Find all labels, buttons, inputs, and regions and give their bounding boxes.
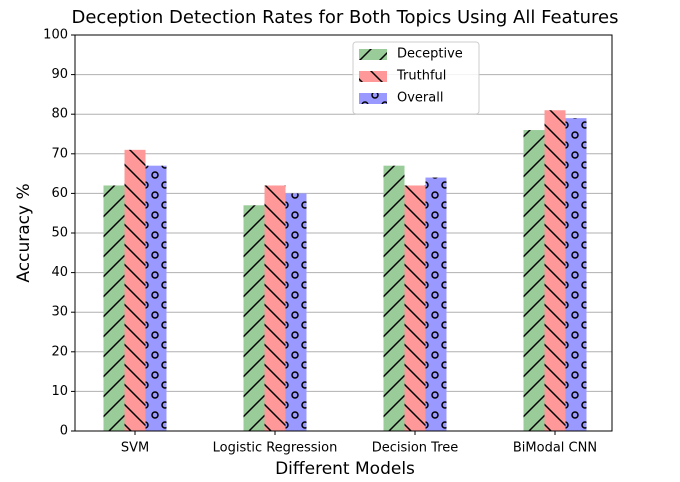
bar <box>243 205 265 431</box>
y-tick-label: 80 <box>51 107 68 122</box>
bar <box>544 110 566 432</box>
legend-label: Truthful <box>396 69 446 84</box>
x-tick-label: Logistic Regression <box>213 441 338 456</box>
y-tick-label: 0 <box>60 424 68 439</box>
y-tick-label: 70 <box>51 146 68 161</box>
y-tick-label: 100 <box>43 28 68 43</box>
legend-label: Overall <box>397 91 443 106</box>
x-axis-label: Different Models <box>275 459 415 479</box>
bar <box>523 130 545 432</box>
bar <box>103 185 125 431</box>
y-tick-label: 20 <box>51 344 68 359</box>
plot-frame <box>74 34 613 432</box>
chart-title: Deception Detection Rates for Both Topic… <box>71 7 618 28</box>
legend-label: Deceptive <box>397 47 463 62</box>
bar <box>145 165 167 431</box>
y-axis-label: Accuracy % <box>14 183 34 282</box>
legend-swatch <box>359 71 387 82</box>
bar <box>285 193 307 431</box>
y-tick-label: 40 <box>51 265 68 280</box>
x-tick-label: SVM <box>121 441 149 456</box>
legend-swatch <box>359 93 387 104</box>
x-tick-label: BiModal CNN <box>513 441 597 456</box>
x-tick-label: Decision Tree <box>372 441 459 456</box>
bar <box>383 165 405 431</box>
bar <box>425 177 447 431</box>
bar <box>264 185 286 431</box>
bar <box>404 185 426 431</box>
legend-swatch <box>359 49 387 60</box>
y-tick-label: 30 <box>51 305 68 320</box>
bar <box>124 149 146 431</box>
y-tick-label: 90 <box>51 67 68 82</box>
y-tick-label: 50 <box>51 226 68 241</box>
bar <box>565 118 587 431</box>
y-tick-label: 10 <box>51 384 68 399</box>
y-tick-label: 60 <box>51 186 68 201</box>
